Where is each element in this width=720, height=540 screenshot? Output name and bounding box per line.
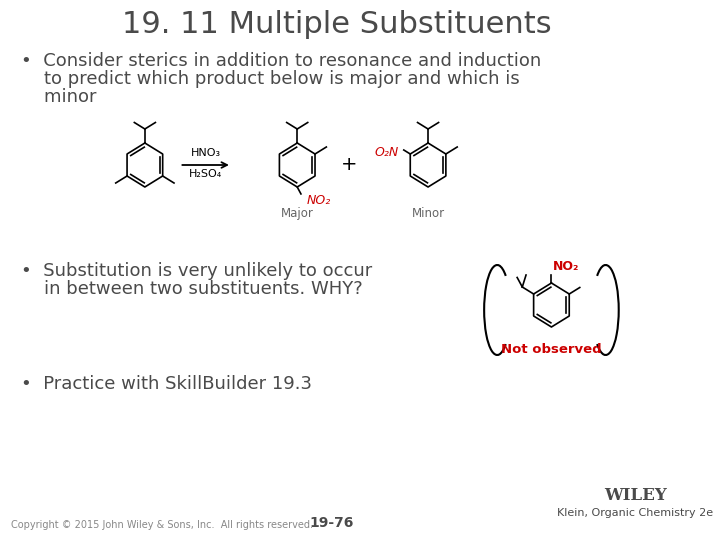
Text: H₂SO₄: H₂SO₄ (189, 169, 222, 179)
Text: Klein, Organic Chemistry 2e: Klein, Organic Chemistry 2e (557, 508, 714, 518)
Text: WILEY: WILEY (604, 487, 667, 504)
Text: minor: minor (21, 88, 96, 106)
Text: 19. 11 Multiple Substituents: 19. 11 Multiple Substituents (122, 10, 552, 39)
Text: +: + (341, 156, 358, 174)
Text: Major: Major (281, 207, 314, 220)
Text: HNO₃: HNO₃ (191, 148, 221, 158)
Text: Copyright © 2015 John Wiley & Sons, Inc.  All rights reserved.: Copyright © 2015 John Wiley & Sons, Inc.… (12, 520, 313, 530)
Text: NO₂: NO₂ (553, 260, 580, 273)
Text: to predict which product below is major and which is: to predict which product below is major … (21, 70, 519, 88)
Text: Minor: Minor (412, 207, 445, 220)
Text: NO₂: NO₂ (307, 194, 330, 207)
Text: Not observed: Not observed (501, 343, 602, 356)
Text: •  Practice with SkillBuilder 19.3: • Practice with SkillBuilder 19.3 (21, 375, 312, 393)
Text: 19-76: 19-76 (310, 516, 354, 530)
Text: •  Consider sterics in addition to resonance and induction: • Consider sterics in addition to resona… (21, 52, 541, 70)
Text: •  Substitution is very unlikely to occur: • Substitution is very unlikely to occur (21, 262, 372, 280)
Text: in between two substituents. WHY?: in between two substituents. WHY? (21, 280, 362, 298)
Text: O₂N: O₂N (375, 145, 399, 159)
